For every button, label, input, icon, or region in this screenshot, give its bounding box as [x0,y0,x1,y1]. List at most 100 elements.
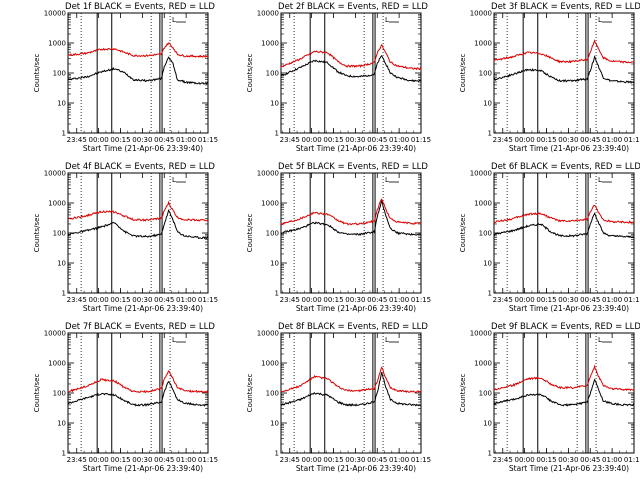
y-tick-label: 1 [275,290,279,298]
y-tick-label: 100 [53,230,66,238]
x-tick-label: 00:30 [345,456,365,464]
x-tick-label: 01:00 [176,296,196,304]
y-tick-label: 1 [62,130,66,138]
x-tick-label: 00:15 [110,456,130,464]
series-line-lld [280,198,422,226]
x-axis-label: Start Time (21-Apr-06 23:39:40) [296,464,416,473]
y-tick-label: 1000 [48,200,66,208]
legend-marker: L [598,176,602,184]
x-tick-label: 00:30 [558,296,578,304]
y-tick-label: 1 [488,450,492,458]
series-line-events [67,209,209,240]
series-line-events [280,199,421,236]
plot-title: Det 2f BLACK = Events, RED = LLD [278,2,428,12]
x-tick-label: 23:45 [493,296,513,304]
y-tick-label: 10 [270,420,279,428]
series-line-lld [67,42,208,59]
x-tick-label: 00:00 [515,136,535,144]
plot-frame [280,172,422,294]
x-tick-label: 23:45 [280,136,300,144]
plot-svg: Det 1f BLACK = Events, RED = LLD 1 10 100 10… [33,2,218,153]
y-tick-label: 100 [266,230,279,238]
x-axis-label: Start Time (21-Apr-06 23:39:40) [83,144,203,153]
x-tick-label: 01:15 [624,296,640,304]
plot-svg: Det 9f BLACK = Events, RED = LLD 1 10 100 10… [459,322,640,473]
x-tick-label: 00:15 [536,296,556,304]
x-tick-label: 01:15 [198,296,218,304]
series-line-events [493,378,635,407]
legend-marker: L [385,336,389,344]
y-tick-label: 1000 [261,40,279,48]
x-tick-label: 00:00 [302,456,322,464]
y-tick-label: 10000 [470,10,492,18]
x-tick-label: 01:00 [602,296,622,304]
x-tick-label: 00:45 [154,136,174,144]
plot-frame [67,172,209,294]
x-tick-label: 00:00 [89,456,109,464]
detector-panel-7: Det 7f BLACK = Events, RED = LLD 1 10 100 10… [0,320,218,480]
x-tick-label: 01:00 [602,136,622,144]
y-tick-label: 100 [479,390,492,398]
x-tick-label: 00:00 [89,296,109,304]
legend-marker: L [172,336,176,344]
plot-frame [280,12,422,134]
y-tick-label: 10000 [257,10,279,18]
y-axis-label: Counts/sec [459,54,467,93]
detector-panel-1: Det 1f BLACK = Events, RED = LLD 1 10 100 10… [0,0,218,160]
y-axis-label: Counts/sec [246,374,254,413]
y-tick-label: 1000 [48,360,66,368]
x-tick-label: 01:15 [198,456,218,464]
x-tick-label: 00:45 [154,456,174,464]
detector-panel-5: Det 5f BLACK = Events, RED = LLD 1 10 100 10… [213,160,431,320]
x-tick-label: 23:45 [67,296,87,304]
plot-frame [67,332,209,454]
y-tick-label: 10000 [44,330,66,338]
series-line-events [280,54,422,83]
x-tick-label: 00:30 [345,296,365,304]
x-tick-label: 00:30 [558,136,578,144]
y-tick-label: 1000 [474,40,492,48]
x-axis-label: Start Time (21-Apr-06 23:39:40) [296,304,416,313]
x-tick-label: 00:15 [323,296,343,304]
y-tick-label: 10000 [470,170,492,178]
detector-panel-8: Det 8f BLACK = Events, RED = LLD 1 10 100 10… [213,320,431,480]
detector-panel-2: Det 2f BLACK = Events, RED = LLD 1 10 100 10… [213,0,431,160]
x-tick-label: 00:30 [132,456,152,464]
series-line-events [493,212,635,239]
series-line-events [67,380,209,407]
y-tick-label: 1 [275,450,279,458]
x-tick-label: 23:45 [67,136,87,144]
x-tick-label: 23:45 [280,456,300,464]
plot-svg: Det 6f BLACK = Events, RED = LLD 1 10 100 10… [459,162,640,313]
x-tick-label: 01:15 [411,136,431,144]
y-tick-label: 10 [57,260,66,268]
plot-title: Det 4f BLACK = Events, RED = LLD [65,162,215,172]
y-tick-label: 10000 [257,330,279,338]
x-tick-label: 23:45 [67,456,87,464]
plot-svg: Det 2f BLACK = Events, RED = LLD 1 10 100 10… [246,2,431,153]
x-tick-label: 00:30 [132,136,152,144]
x-tick-label: 01:00 [389,296,409,304]
x-tick-label: 00:15 [110,136,130,144]
y-tick-label: 1000 [48,40,66,48]
series-line-lld [67,370,209,394]
x-tick-label: 01:00 [176,136,196,144]
legend-marker: L [385,16,389,24]
detector-panel-3: Det 3f BLACK = Events, RED = LLD 1 10 100 10… [426,0,640,160]
y-tick-label: 10 [483,420,492,428]
x-tick-label: 01:15 [624,456,640,464]
y-tick-label: 1000 [261,200,279,208]
plot-frame [493,332,635,454]
y-tick-label: 100 [479,70,492,78]
series-line-lld [493,39,635,64]
x-tick-label: 00:15 [536,456,556,464]
x-tick-label: 00:45 [367,296,387,304]
y-tick-label: 1000 [474,200,492,208]
x-tick-label: 00:00 [89,136,109,144]
x-tick-label: 00:15 [536,136,556,144]
x-axis-label: Start Time (21-Apr-06 23:39:40) [83,464,203,473]
series-line-events [493,55,635,84]
y-tick-label: 1000 [261,360,279,368]
series-line-lld [280,366,422,394]
